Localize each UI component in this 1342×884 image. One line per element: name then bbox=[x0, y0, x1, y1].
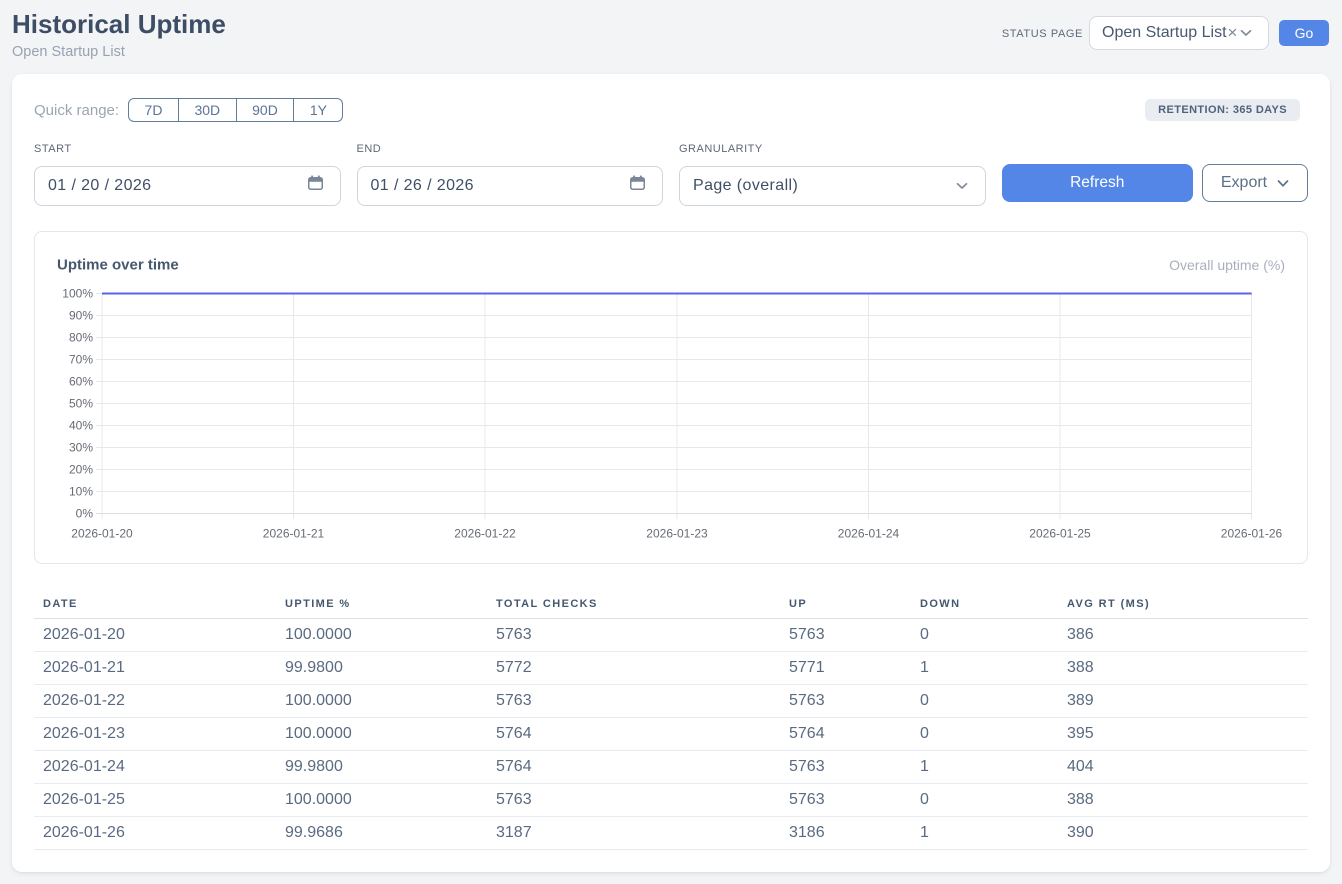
svg-text:2026-01-22: 2026-01-22 bbox=[454, 527, 516, 541]
svg-text:Uptime over time: Uptime over time bbox=[57, 257, 179, 274]
svg-text:20%: 20% bbox=[69, 463, 93, 477]
svg-text:70%: 70% bbox=[69, 353, 93, 367]
svg-text:0%: 0% bbox=[76, 507, 94, 521]
svg-text:10%: 10% bbox=[69, 485, 93, 499]
svg-text:2026-01-21: 2026-01-21 bbox=[263, 527, 325, 541]
svg-text:2026-01-25: 2026-01-25 bbox=[1029, 527, 1091, 541]
svg-text:80%: 80% bbox=[69, 331, 93, 345]
svg-text:2026-01-24: 2026-01-24 bbox=[838, 527, 900, 541]
svg-text:90%: 90% bbox=[69, 309, 93, 323]
svg-text:Overall uptime (%): Overall uptime (%) bbox=[1169, 257, 1285, 273]
svg-text:60%: 60% bbox=[69, 375, 93, 389]
svg-text:2026-01-26: 2026-01-26 bbox=[1221, 527, 1283, 541]
svg-text:2026-01-23: 2026-01-23 bbox=[646, 527, 708, 541]
svg-text:50%: 50% bbox=[69, 397, 93, 411]
svg-text:30%: 30% bbox=[69, 441, 93, 455]
svg-text:100%: 100% bbox=[62, 287, 93, 301]
svg-text:40%: 40% bbox=[69, 419, 93, 433]
svg-text:2026-01-20: 2026-01-20 bbox=[71, 527, 133, 541]
